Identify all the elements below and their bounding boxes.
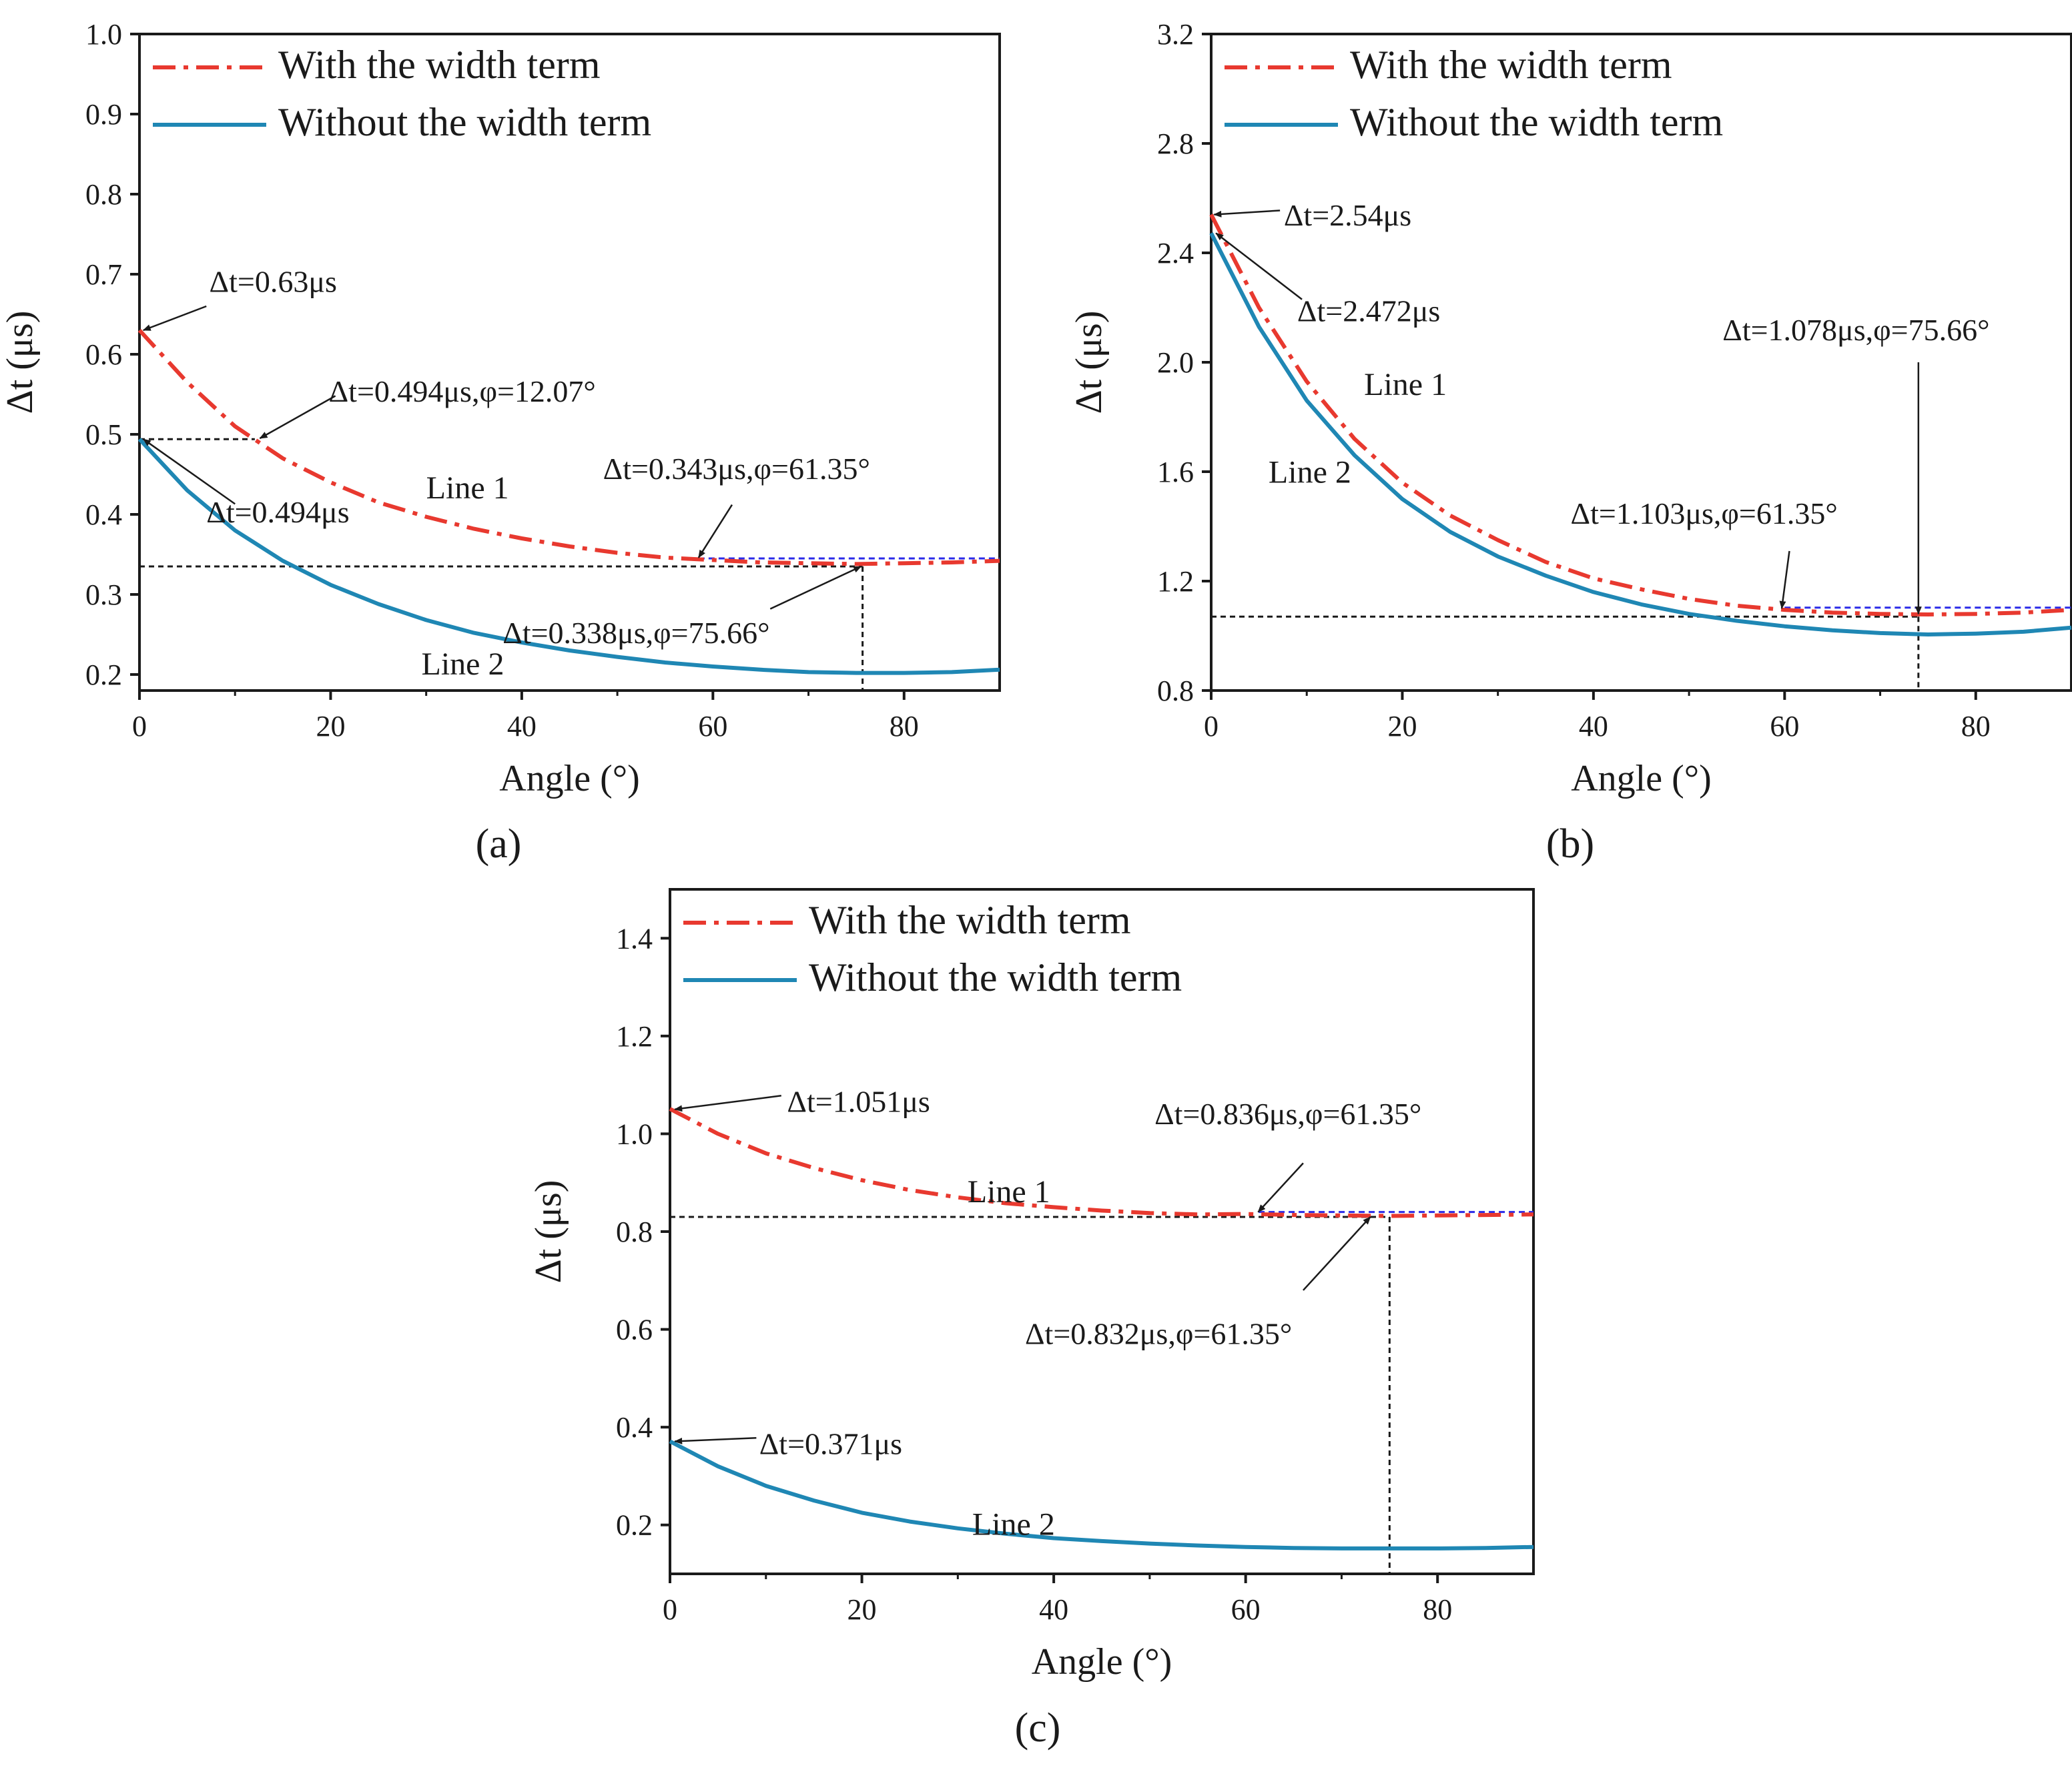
legend: With the width term Without the width ter… bbox=[1225, 43, 1723, 144]
y-axis-title: Δt (μs) bbox=[0, 311, 41, 414]
line-label: Line 2 bbox=[1269, 454, 1351, 490]
y-tick-label: 2.4 bbox=[1157, 237, 1194, 270]
x-tick-label: 20 bbox=[316, 710, 345, 743]
annotation-arrow bbox=[1213, 209, 1281, 217]
x-tick-label: 20 bbox=[1387, 710, 1417, 743]
annotation-label: Δt=1.103μs,φ=61.35° bbox=[1571, 496, 1838, 530]
panel-label: (c) bbox=[1015, 1705, 1061, 1751]
legend-label-with: With the width term bbox=[809, 898, 1131, 942]
y-tick-label: 2.0 bbox=[1157, 346, 1194, 379]
panel-label: (a) bbox=[476, 821, 522, 867]
annotation-label: Δt=0.494μs bbox=[206, 495, 349, 529]
annotation-arrow bbox=[1779, 550, 1790, 609]
y-tick-label: 0.6 bbox=[85, 338, 122, 371]
legend-label-without: Without the width term bbox=[278, 100, 651, 144]
legend-label-without: Without the width term bbox=[809, 955, 1182, 999]
y-tick-label: 1.6 bbox=[1157, 456, 1194, 488]
y-tick-label: 1.4 bbox=[616, 922, 653, 955]
annotation-label: Δt=0.494μs,φ=12.07° bbox=[329, 374, 596, 408]
y-tick-label: 1.2 bbox=[1157, 565, 1194, 598]
y-tick-label: 1.0 bbox=[85, 18, 122, 51]
y-tick-label: 0.4 bbox=[85, 498, 122, 531]
x-tick-label: 0 bbox=[132, 710, 147, 743]
y-tick-label: 1.0 bbox=[616, 1118, 653, 1150]
annotation-arrow bbox=[674, 1437, 757, 1444]
x-tick-label: 60 bbox=[1231, 1593, 1261, 1626]
legend-label-with: With the width term bbox=[1350, 43, 1672, 87]
annotation-arrow bbox=[674, 1095, 781, 1112]
x-axis-title: Angle (°) bbox=[499, 758, 640, 799]
y-axis-title: Δt (μs) bbox=[1068, 311, 1110, 414]
x-tick-label: 80 bbox=[890, 710, 919, 743]
annotation-label: Δt=0.371μs bbox=[759, 1426, 902, 1460]
y-tick-label: 0.8 bbox=[1157, 675, 1194, 707]
line-label: Line 1 bbox=[968, 1174, 1050, 1210]
annotation-label: Δt=1.051μs bbox=[787, 1084, 930, 1118]
line-label: Line 2 bbox=[422, 646, 504, 682]
annotation-arrow bbox=[769, 565, 862, 610]
y-axis-title: Δt (μs) bbox=[528, 1180, 569, 1284]
annotation-label: Δt=2.472μs bbox=[1297, 294, 1440, 328]
chart-panel-a: 0 20 40 60 80 0.2 0.3 0.4 0.5 0.6 0.7 0.8 0.9 1.0 Angl… bbox=[0, 18, 1001, 867]
legend: With the width term Without the width ter… bbox=[153, 43, 651, 144]
y-tick-label: 2.8 bbox=[1157, 127, 1194, 160]
y-tick-label: 0.8 bbox=[616, 1216, 653, 1248]
line-label: Line 1 bbox=[1364, 367, 1447, 402]
series-without-width-term bbox=[137, 438, 1000, 675]
series-with-width-term bbox=[1209, 213, 2072, 616]
legend: With the width term Without the width ter… bbox=[683, 898, 1182, 999]
x-tick-label: 80 bbox=[1961, 710, 1991, 743]
legend-label-with: With the width term bbox=[278, 43, 601, 87]
annotation-arrow bbox=[1303, 1216, 1371, 1291]
y-tick-label: 0.2 bbox=[85, 658, 122, 691]
annotation-label: Δt=2.54μs bbox=[1284, 198, 1411, 232]
y-tick-label: 0.6 bbox=[616, 1314, 653, 1346]
y-tick-label: 0.2 bbox=[616, 1509, 653, 1542]
x-axis-title: Angle (°) bbox=[1032, 1641, 1172, 1683]
y-tick-label: 0.8 bbox=[85, 178, 122, 211]
annotation-label: Δt=1.078μs,φ=75.66° bbox=[1722, 313, 1989, 347]
annotation-arrow bbox=[697, 504, 733, 558]
y-tick-label: 0.7 bbox=[85, 258, 122, 291]
line-label: Line 2 bbox=[972, 1506, 1055, 1542]
x-tick-label: 60 bbox=[1770, 710, 1799, 743]
y-tick-label: 1.2 bbox=[616, 1020, 653, 1053]
x-tick-label: 40 bbox=[507, 710, 537, 743]
y-tick-label: 3.2 bbox=[1157, 18, 1194, 51]
x-tick-label: 60 bbox=[698, 710, 727, 743]
x-tick-label: 20 bbox=[847, 1593, 877, 1626]
annotation-label: Δt=0.338μs,φ=75.66° bbox=[502, 616, 769, 650]
y-tick-label: 0.9 bbox=[85, 98, 122, 131]
x-tick-label: 80 bbox=[1423, 1593, 1452, 1626]
chart-panel-c: 0 20 40 60 80 0.2 0.4 0.6 0.8 1.0 1.2 1.4 Angle (°) Δ… bbox=[528, 888, 1535, 1751]
legend-label-without: Without the width term bbox=[1350, 100, 1723, 144]
annotation-arrow bbox=[1215, 232, 1303, 300]
chart-panel-b: 0 20 40 60 80 0.8 1.2 1.6 2.0 2.4 2.8 3.2 Angle (°) Δ… bbox=[1068, 18, 2072, 867]
x-tick-label: 40 bbox=[1039, 1593, 1068, 1626]
annotation-arrow bbox=[142, 438, 236, 505]
series-without-width-term bbox=[1209, 232, 2072, 636]
x-axis-title: Angle (°) bbox=[1571, 758, 1712, 799]
panel-label: (b) bbox=[1546, 821, 1594, 867]
series-with-width-term bbox=[137, 328, 1000, 566]
x-tick-label: 0 bbox=[1204, 710, 1219, 743]
annotation-arrow bbox=[259, 395, 336, 440]
annotation-label: Δt=0.343μs,φ=61.35° bbox=[603, 452, 870, 486]
series-without-width-term bbox=[669, 1439, 1534, 1550]
line-label: Line 1 bbox=[426, 470, 509, 506]
x-tick-label: 40 bbox=[1579, 710, 1608, 743]
series-with-width-term bbox=[669, 1107, 1534, 1218]
annotation-label: Δt=0.836μs,φ=61.35° bbox=[1154, 1097, 1421, 1131]
y-tick-label: 0.4 bbox=[616, 1411, 653, 1444]
x-tick-label: 0 bbox=[663, 1593, 677, 1626]
annotation-label: Δt=0.63μs bbox=[210, 264, 337, 298]
y-tick-label: 0.5 bbox=[85, 418, 122, 451]
annotation-arrow bbox=[142, 305, 207, 332]
annotation-arrow bbox=[1257, 1162, 1304, 1213]
plot-frame bbox=[138, 33, 1001, 692]
annotation-label: Δt=0.832μs,φ=61.35° bbox=[1025, 1317, 1292, 1351]
y-tick-label: 0.3 bbox=[85, 578, 122, 611]
